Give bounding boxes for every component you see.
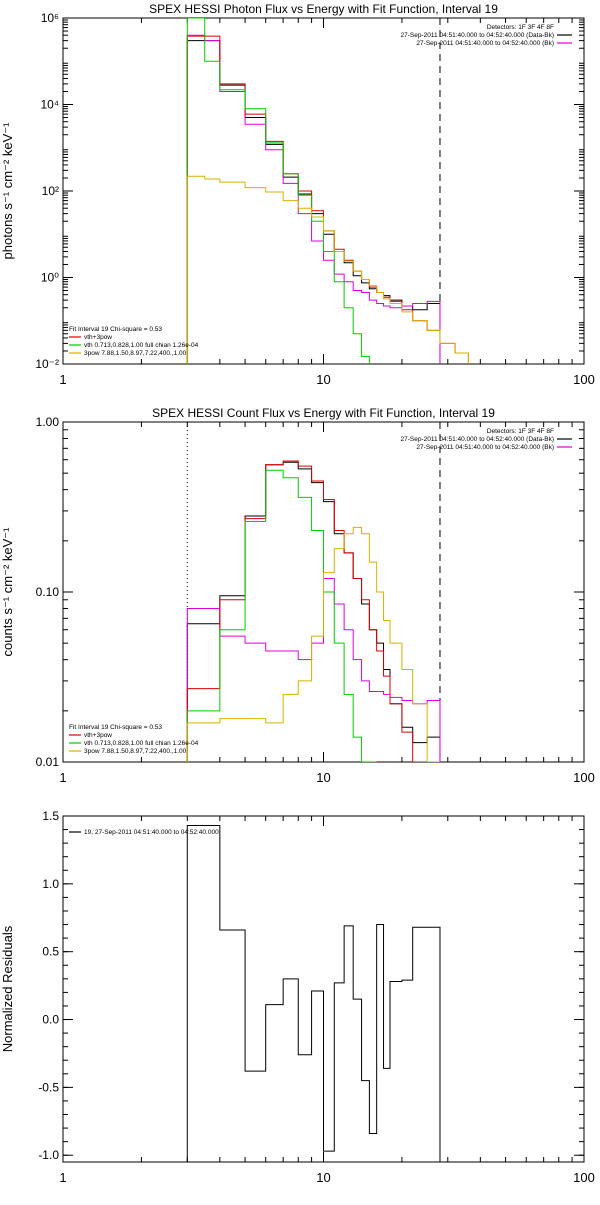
chart-title: SPEX HESSI Photon Flux vs Energy with Fi…	[149, 2, 498, 16]
legend-entry: Fit Interval 19 Chi-square = 0.53	[69, 724, 162, 731]
chart-panel-1: SPEX HESSI Photon Flux vs Energy with Fi…	[0, 2, 595, 387]
x-tick-label: 1	[59, 1170, 66, 1185]
plot-data	[186, 422, 441, 762]
series-3pow	[186, 526, 440, 762]
x-tick-label: 10	[316, 770, 330, 785]
y-tick-label: 0.0	[42, 1013, 59, 1027]
header-line: 27-Sep-2011 04:51:40.000 to 04:52:40.000…	[416, 40, 554, 47]
y-tick-label: 1.0	[42, 877, 59, 891]
legend-entry: 3pow 7.88,1.50,8.97,7.22,400.,1.00	[84, 350, 187, 357]
series-vth	[186, 469, 377, 762]
series-bk	[186, 578, 441, 762]
legend-entry: Fit Interval 19 Chi-square = 0.53	[69, 326, 162, 333]
x-tick-label: 10	[316, 372, 330, 387]
header-line: 27-Sep-2011 04:51:40.000 to 04:52:40.000…	[401, 32, 554, 39]
series-bk	[186, 34, 441, 364]
y-tick-label: 10⁻²	[35, 357, 59, 371]
y-tick-label: 10²	[42, 184, 59, 198]
series-residuals	[186, 824, 441, 1162]
x-tick-label: 1	[59, 770, 66, 785]
y-tick-label: 1.00	[36, 415, 60, 429]
chart-panel-3: Normalized Residuals 1 10 100 -1.0 -0.5 0.0 0.5…	[0, 809, 595, 1185]
y-tick-label: -0.5	[38, 1080, 59, 1094]
chart-title: SPEX HESSI Count Flux vs Energy with Fit…	[152, 406, 495, 420]
legend-entry: vth+3pow	[84, 732, 112, 739]
header-line: 27-Sep-2011 04:51:40.000 to 04:52:40.000…	[401, 436, 554, 443]
y-tick-label: 0.10	[36, 585, 60, 599]
y-axis-label: photons s⁻¹ cm⁻² keV⁻¹	[0, 122, 15, 260]
x-tick-label: 100	[573, 372, 595, 387]
y-tick-label: 0.01	[36, 755, 60, 769]
y-tick-label: 10⁴	[40, 98, 59, 112]
header-line: 27-Sep-2011 04:51:40.000 to 04:52:40.000…	[416, 444, 554, 451]
x-tick-label: 1	[59, 372, 66, 387]
legend-entry: 3pow 7.88,1.50,8.97,7.22,400.,1.00	[84, 748, 187, 755]
x-tick-label: 10	[316, 1170, 330, 1185]
series-vth	[186, 18, 370, 364]
legend-entry: 19, 27-Sep-2011 04:51:40.000 to 04:52:40…	[84, 829, 219, 836]
y-tick-label: 10⁶	[41, 11, 59, 25]
y-tick-label: 1.5	[42, 809, 59, 823]
legend-entry: vth+3pow	[84, 334, 112, 341]
plot-data	[186, 18, 469, 364]
y-tick-label: 10⁰	[41, 271, 59, 285]
x-tick-label: 100	[573, 770, 595, 785]
legend-entry: vth 0.713,0.828,1.00 full chian 1.26e-04	[84, 342, 199, 349]
y-tick-label: 0.5	[42, 945, 59, 959]
x-tick-label: 100	[573, 1170, 595, 1185]
header-line: Detectors: 1F 3F 4F 8F	[487, 24, 554, 31]
y-axis-label: counts s⁻¹ cm⁻² keV⁻¹	[0, 527, 15, 657]
y-tick-label: -1.0	[38, 1148, 59, 1162]
series-3pow	[186, 175, 469, 364]
series-data-bk	[186, 40, 441, 364]
legend-entry: vth 0.713,0.828,1.00 full chian 1.26e-04	[84, 740, 199, 747]
y-axis-label: Normalized Residuals	[0, 925, 15, 1052]
plot-data	[186, 824, 441, 1162]
plot-frame	[62, 17, 585, 365]
chart-panel-2: SPEX HESSI Count Flux vs Energy with Fit…	[0, 406, 595, 785]
header-line: Detectors: 1F 3F 4F 8F	[487, 428, 554, 435]
series-vth-3pow	[186, 460, 440, 762]
